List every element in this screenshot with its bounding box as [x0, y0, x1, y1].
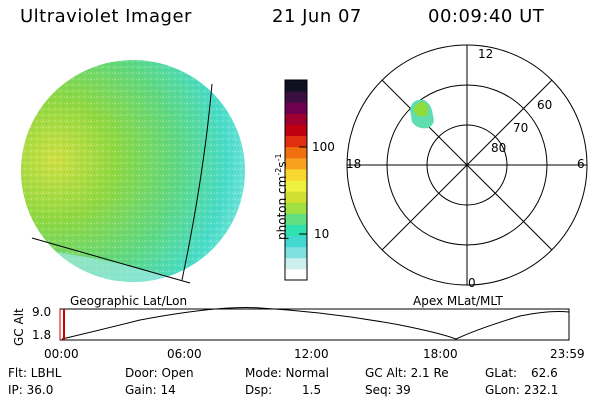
disk-noise: [21, 60, 245, 282]
info-seq: Seq: 39: [365, 383, 411, 397]
geographic-label: Geographic Lat/Lon: [70, 294, 188, 308]
colorbar-step: [285, 224, 307, 237]
colorbar-step: [285, 113, 307, 125]
info-ip: IP: 36.0: [8, 383, 54, 397]
lat-label-70: 70: [513, 121, 529, 135]
info-door: Door: Open: [125, 366, 194, 380]
colorbar-step: [285, 180, 307, 192]
timeline-xtick-0600: 06:00: [167, 347, 202, 361]
colorbar-step: [285, 246, 307, 259]
info-glat-value: 62.6: [531, 366, 558, 380]
timeline-xtick-1200: 12:00: [294, 347, 329, 361]
colorbar-step: [285, 213, 307, 225]
colorbar-step: [285, 146, 307, 159]
colorbar-step: [285, 191, 307, 203]
timeline-xtick-2359: 23:59: [550, 347, 585, 361]
info-dsp-label: Dsp:: [245, 383, 273, 397]
info-glon-label: GLon:: [485, 383, 520, 397]
mlt-label-0: 0: [468, 276, 476, 290]
altitude-curve: [61, 307, 570, 340]
mlt-label-12: 12: [478, 47, 494, 61]
colorbar-step: [285, 124, 307, 137]
colorbar-step: [285, 135, 307, 148]
colorbar-tick-10: 10: [314, 227, 330, 241]
colorbar-step: [285, 102, 307, 114]
timeline-xtick-0000: 00:00: [44, 347, 79, 361]
colorbar-step: [285, 80, 307, 92]
date-label: 21 Jun 07: [272, 6, 362, 27]
meridian-line: [181, 83, 213, 281]
colorbar-step: [285, 257, 307, 270]
timeline-ytick-high: 9.0: [32, 305, 52, 319]
colorbar-step: [285, 202, 307, 214]
colorbar-step: [285, 235, 307, 248]
latitude-line: [31, 237, 191, 284]
timeline-ytick-low: 1.8: [32, 328, 52, 342]
colorbar-step: [285, 268, 307, 281]
info-glon-value: 232.1: [524, 383, 559, 397]
polar-label: Apex MLat/MLT: [413, 294, 503, 308]
info-mode: Mode: Normal: [245, 366, 329, 380]
colorbar-tick-100: 100: [312, 140, 335, 154]
info-filter: Flt: LBHL: [8, 366, 62, 380]
info-gain: Gain: 14: [125, 383, 176, 397]
info-gc-alt: GC Alt: 2.1 Re: [365, 366, 449, 380]
info-dsp-value: 1.5: [302, 383, 322, 397]
lat-label-80: 80: [491, 141, 507, 155]
colorbar-step: [285, 91, 307, 103]
mlt-label-6: 6: [577, 157, 585, 171]
time-label: 00:09:40 UT: [428, 6, 545, 27]
colorbar-step: [285, 157, 307, 170]
lat-label-60: 60: [537, 98, 553, 112]
colorbar-step: [285, 168, 307, 181]
bottom-light-region: [40, 250, 200, 282]
info-glat-label: GLat:: [485, 366, 518, 380]
app-title: Ultraviolet Imager: [20, 6, 192, 27]
colorbar: [284, 79, 308, 281]
timeline-xtick-1800: 18:00: [423, 347, 458, 361]
mlt-label-18: 18: [346, 157, 362, 171]
